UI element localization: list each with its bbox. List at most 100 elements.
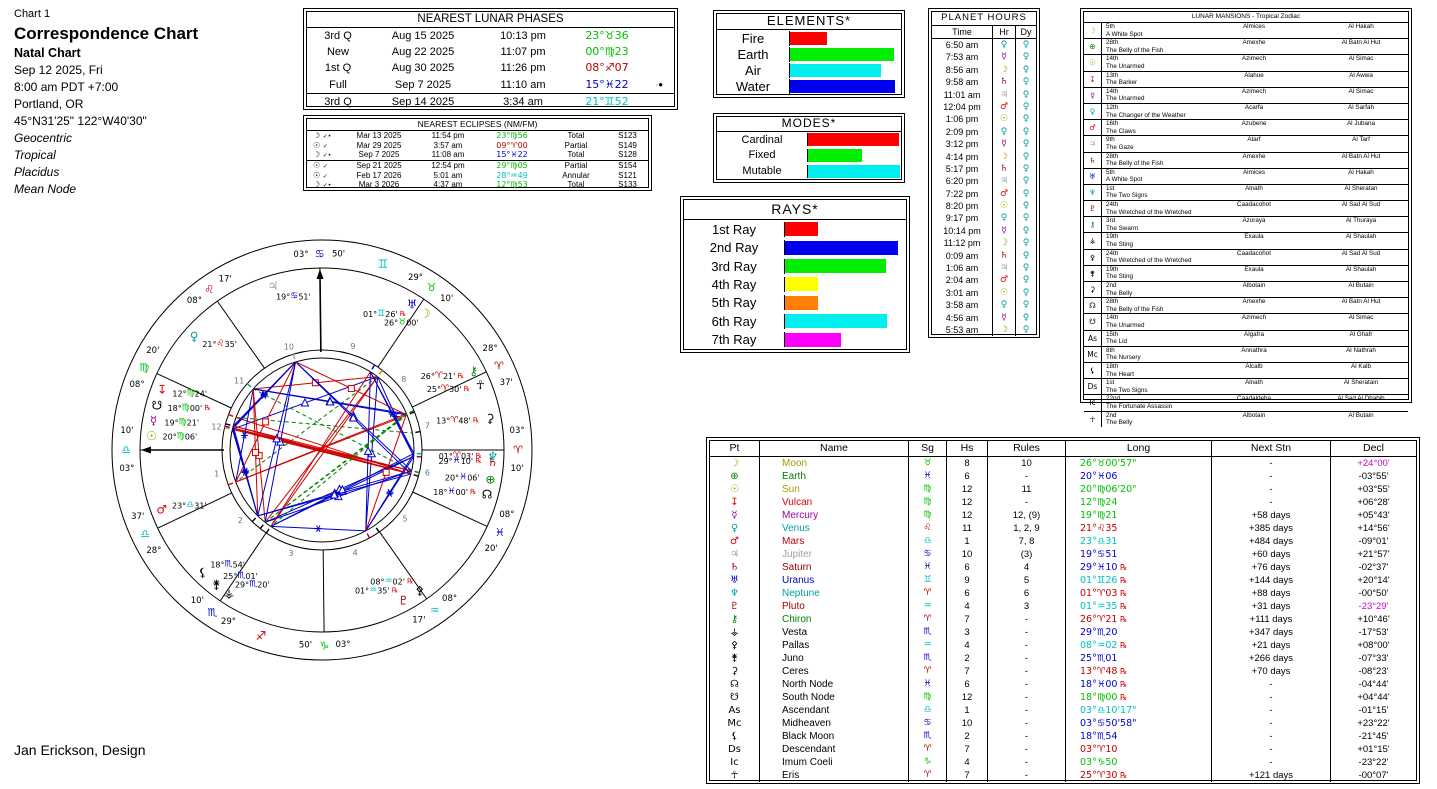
longitude-value: 19°♍21 — [1080, 510, 1118, 521]
mansion-english-name: The Two Signs — [1106, 192, 1148, 200]
svg-text:⚸: ⚸ — [198, 565, 207, 579]
sign-icon: ♍ — [908, 496, 946, 509]
setting-centricity: Geocentric — [14, 131, 73, 145]
mansion-english-name: The Nursery — [1106, 354, 1141, 362]
natal-wheel: 03° ♎ 10' 28° ♎ 37' 29° ♏ 10' 03° ♑ 50' 08° ♒ 17' 08° ♓ 2… — [100, 228, 545, 673]
planet-name: Ascendant — [759, 704, 908, 717]
mansion-english-name: The Unarmed — [1106, 62, 1145, 70]
svg-text:08°: 08° — [442, 594, 457, 604]
svg-text:♉: ♉ — [427, 281, 437, 294]
mansion-latin-name: Azimech — [1241, 55, 1267, 63]
hour-time: 0:09 am — [945, 250, 979, 261]
planet-icon: ☊ — [730, 679, 739, 690]
next-station: +144 days — [1211, 574, 1330, 587]
mansion-ordinal: 5th — [1106, 168, 1115, 176]
mansion-ordinal: 14th — [1106, 314, 1119, 322]
eclipse-date: Mar 13 2025 — [356, 131, 402, 140]
eclipse-position: 12°♍53 — [496, 180, 528, 190]
mansion-arabic-name: Al Simac — [1348, 55, 1374, 63]
planet-name: Neptune — [759, 587, 908, 600]
mansion-latin-name: Alcalb — [1245, 362, 1263, 370]
phase-date: Aug 30 2025 — [391, 62, 455, 75]
declination-value: -02°37' — [1330, 561, 1416, 574]
planet-hours-table: PLANET HOURS Time Hr Dy 6:50 am ♀ ♀ 7:53… — [928, 8, 1040, 338]
table-row: ⚶ Vesta ♏ 3 - 29°♏20 +347 days -17°53' — [710, 626, 1416, 639]
mansion-point-icon: Mc — [1084, 346, 1102, 362]
svg-text:18°♏54': 18°♏54' — [210, 560, 245, 570]
svg-text:6: 6 — [425, 469, 430, 478]
bar-row: Air — [717, 62, 901, 78]
mansion-point-icon: ☉ — [1084, 55, 1102, 71]
hour-time: 3:01 am — [945, 287, 979, 298]
day-ruler-icon: ♀ — [1015, 249, 1036, 263]
mansion-english-name: The Changer of the Weather — [1106, 111, 1186, 119]
bar — [790, 47, 894, 61]
hour-ruler-icon: ☿ — [992, 311, 1015, 324]
rays-title: RAYS* — [684, 200, 906, 220]
chart-type: Natal Chart — [14, 46, 81, 60]
lunar-mansion-row: ♇ 24th Caadacohot Al Sad Al Sud The Wret… — [1084, 201, 1408, 218]
day-ruler-icon: ♀ — [1015, 274, 1036, 287]
svg-text:1: 1 — [214, 469, 219, 478]
day-ruler-icon: ♀ — [1015, 100, 1036, 114]
planet-name: Black Moon — [759, 730, 908, 743]
svg-text:↧: ↧ — [157, 382, 167, 396]
lunar-mansion-row: ⊕ 28th Amexhe Al Batn Al Hut The Belly o… — [1084, 39, 1408, 56]
bar-label: 7th Ray — [711, 332, 757, 348]
svg-text:☽: ☽ — [420, 307, 431, 321]
lunar-phase-row: 3rd Q Sep 14 2025 3:34 am 21°♊52 — [307, 92, 674, 110]
eclipses-body: ☽ ✓• Mar 13 2025 11:54 pm 23°♍56 Total S… — [307, 131, 648, 190]
lunar-mansion-row: ☉ 14th Azimech Al Simac The Unarmed — [1084, 55, 1408, 72]
planet-icon: ♅ — [730, 575, 739, 586]
longitude-value: 01°♈03 — [1080, 588, 1118, 599]
planet-hour-row: 8:56 am ☽ ♀ — [932, 63, 1036, 77]
mansion-point-icon: ☥ — [1084, 411, 1102, 427]
lunar-mansion-row: ↧ 13th Alahue Al Awwa The Barker — [1084, 71, 1408, 88]
planet-name: Midheaven — [759, 717, 908, 730]
hour-time: 2:09 pm — [945, 126, 979, 137]
hour-ruler-icon: ☿ — [992, 51, 1015, 64]
table-row: Mc Midheaven ♋ 10 - 03°♋50'58" - +23°22' — [710, 717, 1416, 730]
next-station: +385 days — [1211, 522, 1330, 535]
planet-hour-row: 3:01 am ☉ ♀ — [932, 286, 1036, 300]
svg-text:29°: 29° — [408, 273, 423, 283]
hour-time: 11:01 am — [943, 89, 981, 100]
next-station: - — [1211, 704, 1330, 717]
svg-text:03°: 03° — [293, 250, 308, 260]
hour-ruler-icon: ☽ — [992, 63, 1015, 77]
svg-text:♃: ♃ — [268, 279, 279, 293]
hour-ruler-icon: ♂ — [992, 274, 1015, 287]
mansion-arabic-name: Al Hakah — [1348, 23, 1374, 30]
hour-ruler-icon: ☿ — [992, 138, 1015, 151]
planet-hour-row: 6:50 am ♀ ♀ — [932, 39, 1036, 52]
next-station: - — [1211, 678, 1330, 691]
elements-title: ELEMENTS* — [717, 14, 901, 30]
lunar-mansion-row: ⚸ 18th Alcalb Al Kalb The Heart — [1084, 362, 1408, 380]
eclipse-saros: S128 — [618, 150, 637, 160]
sign-icon: ♈ — [908, 665, 946, 678]
bar-row: Cardinal — [717, 133, 901, 147]
eclipse-type: Total — [567, 131, 585, 140]
planet-name: Descendant — [759, 743, 908, 756]
eclipse-date: Mar 29 2025 — [356, 140, 402, 150]
mansion-ordinal: 9th — [1106, 136, 1115, 144]
lunar-mansion-row: Mc 8th Annathra Al Nathrah The Nursery — [1084, 346, 1408, 363]
rules-value: - — [987, 756, 1065, 769]
rules-value: (3) — [987, 548, 1065, 561]
bar — [808, 148, 862, 162]
eclipse-body-icon: ☉ ✓ — [313, 161, 328, 171]
mansion-english-name: The Belly — [1106, 289, 1133, 297]
eclipse-type: Total — [567, 180, 585, 190]
eclipse-date: Mar 3 2026 — [358, 180, 400, 190]
svg-text:37': 37' — [131, 512, 144, 522]
bar — [785, 332, 841, 347]
rules-value: 11 — [987, 483, 1065, 496]
mansion-point-icon: ↧ — [1084, 71, 1102, 87]
declination-value: -21°45' — [1330, 730, 1416, 743]
mansion-english-name: A White Spot — [1106, 176, 1143, 184]
rules-value: 3 — [987, 600, 1065, 613]
table-row: ⚵ Juno ♏ 2 - 25°♏01 +266 days -07°33' — [710, 652, 1416, 665]
longitude-value: 03°♎10'17" — [1080, 705, 1137, 716]
table-row: ♄ Saturn ♓ 6 4 29°♓10 ℞ +76 days -02°37' — [710, 561, 1416, 574]
bar — [790, 63, 881, 77]
